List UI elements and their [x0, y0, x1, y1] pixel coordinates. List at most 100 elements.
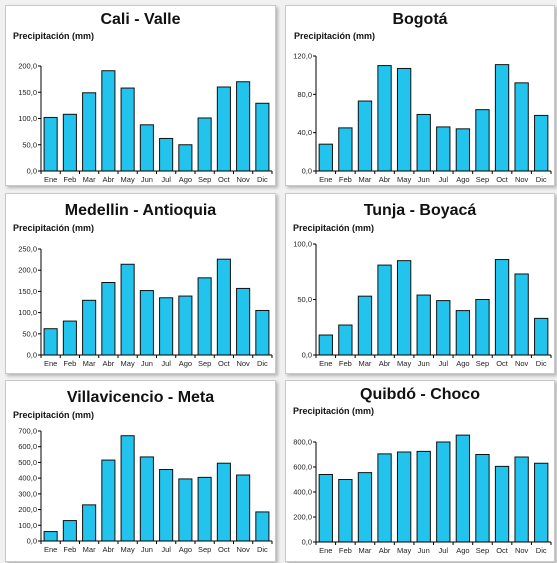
x-tick-label: Ago: [179, 545, 192, 554]
y-tick-label: 150,0: [18, 287, 37, 296]
x-tick-label: Feb: [339, 175, 352, 184]
y-tick-label: 200,0: [18, 266, 37, 275]
chart-title: Cali - Valle: [100, 11, 181, 28]
x-tick-label: Dic: [257, 359, 268, 368]
bar-ene: [318, 334, 333, 356]
y-axis-label: Precipitación (mm): [13, 31, 95, 41]
x-tick-label: Oct: [218, 359, 231, 368]
bar-dic: [255, 309, 270, 356]
bar-mar: [82, 92, 97, 172]
x-tick-label: May: [397, 175, 411, 184]
bar-oct: [494, 465, 510, 543]
bar-nov: [514, 273, 529, 356]
y-tick-label: 400,0: [293, 488, 312, 497]
x-tick-label: Ago: [456, 359, 469, 368]
x-tick-label: Nov: [515, 546, 529, 555]
bar-jul: [159, 137, 174, 172]
bar-ene: [318, 143, 333, 172]
x-tick-label: Abr: [379, 175, 391, 184]
x-tick-label: Mar: [83, 359, 96, 368]
y-axis-label: Precipitación (mm): [293, 406, 375, 416]
x-tick-label: Jun: [418, 546, 430, 555]
x-tick-label: Nov: [236, 545, 250, 554]
bar-jul: [436, 126, 451, 172]
x-tick-label: Oct: [496, 359, 509, 368]
x-tick-label: Dic: [536, 359, 547, 368]
bar-ene: [43, 531, 58, 542]
x-tick-label: Mar: [83, 545, 96, 554]
bar-may: [396, 260, 412, 356]
x-tick-label: Feb: [339, 546, 352, 555]
chart-title: Tunja - Boyacá: [363, 202, 477, 219]
y-tick-label: 0,0: [302, 538, 312, 547]
chart-title: Villavicencio - Meta: [66, 389, 215, 406]
bar-dic: [255, 511, 270, 542]
y-tick-label: 100,0: [18, 114, 37, 123]
y-axis-label: Precipitación (mm): [13, 410, 95, 420]
y-tick-label: 50,0: [22, 329, 37, 338]
y-tick-label: 200,0: [18, 62, 37, 71]
y-tick-label: 600,0: [293, 463, 312, 472]
x-tick-label: Nov: [236, 359, 250, 368]
bar-abr: [377, 453, 392, 543]
bar-ago: [455, 128, 471, 172]
y-tick-label: 600,0: [18, 442, 37, 451]
y-tick-label: 150,0: [18, 88, 37, 97]
bar-ene: [43, 116, 58, 172]
x-tick-label: Ene: [44, 545, 57, 554]
y-tick-label: 100,0: [293, 240, 312, 249]
x-tick-label: Dic: [536, 546, 547, 555]
bar-may: [120, 435, 135, 542]
y-tick-label: 200,0: [18, 505, 37, 514]
bar-chart: 0,0 200,0 400,0 600,0 800,0 Ene Feb Mar Abr May Ju…: [293, 434, 552, 555]
y-tick-label: 400,0: [18, 474, 37, 483]
bar-ago: [178, 295, 193, 356]
bar-sep: [475, 109, 490, 172]
bar-jul: [436, 300, 451, 356]
x-tick-label: Oct: [496, 546, 509, 555]
x-tick-label: Sep: [198, 175, 211, 184]
bar-mar: [82, 299, 97, 356]
x-tick-label: Ene: [44, 175, 57, 184]
chart-panel: Quibdó - Choco Precipitación (mm) 0,0 200,0…: [285, 380, 555, 562]
bar-dic: [534, 462, 549, 543]
bar-may: [396, 451, 412, 543]
bar-feb: [62, 520, 77, 542]
bar-ago: [455, 310, 471, 356]
x-tick-label: Sep: [476, 546, 489, 555]
y-axis-label: Precipitación (mm): [293, 223, 375, 233]
bar-feb: [338, 479, 353, 543]
x-tick-label: Jul: [161, 359, 171, 368]
y-tick-label: 700,0: [18, 427, 37, 436]
x-tick-label: Sep: [476, 175, 489, 184]
y-tick-label: 250,0: [18, 245, 37, 254]
bar-chart: 0,0 50,0 100,0 150,0 200,0 Ene Feb Mar Abr May Jun…: [18, 62, 273, 184]
x-tick-label: Abr: [379, 359, 391, 368]
bar-jun: [416, 113, 431, 172]
y-axis-label: Precipitación (mm): [294, 31, 376, 41]
y-tick-label: 0,0: [27, 537, 37, 546]
bar-chart: 0,0 50,0 100,0 Ene Feb Mar Abr May Jun Jul Ago Sep O…: [293, 240, 552, 368]
x-tick-label: Nov: [515, 359, 529, 368]
x-tick-label: Oct: [218, 545, 231, 554]
bar-feb: [62, 320, 77, 356]
bar-mar: [357, 472, 373, 543]
y-tick-label: 500,0: [18, 458, 37, 467]
x-tick-label: Dic: [536, 175, 547, 184]
x-tick-label: Abr: [379, 546, 391, 555]
bar-oct: [494, 64, 510, 172]
x-tick-label: Ene: [44, 359, 57, 368]
y-tick-label: 120,0: [293, 52, 312, 61]
x-tick-label: Feb: [339, 359, 352, 368]
bar-jun: [139, 290, 154, 356]
x-tick-label: Jul: [438, 175, 448, 184]
chart-title: Bogotá: [392, 11, 448, 28]
x-tick-label: May: [121, 359, 135, 368]
x-tick-label: Ene: [319, 175, 332, 184]
bar-jun: [416, 450, 431, 543]
x-tick-label: Ago: [456, 175, 469, 184]
y-tick-label: 0,0: [27, 351, 37, 360]
x-tick-label: Ago: [179, 359, 192, 368]
x-tick-label: Jul: [161, 175, 171, 184]
x-tick-label: Mar: [358, 359, 371, 368]
